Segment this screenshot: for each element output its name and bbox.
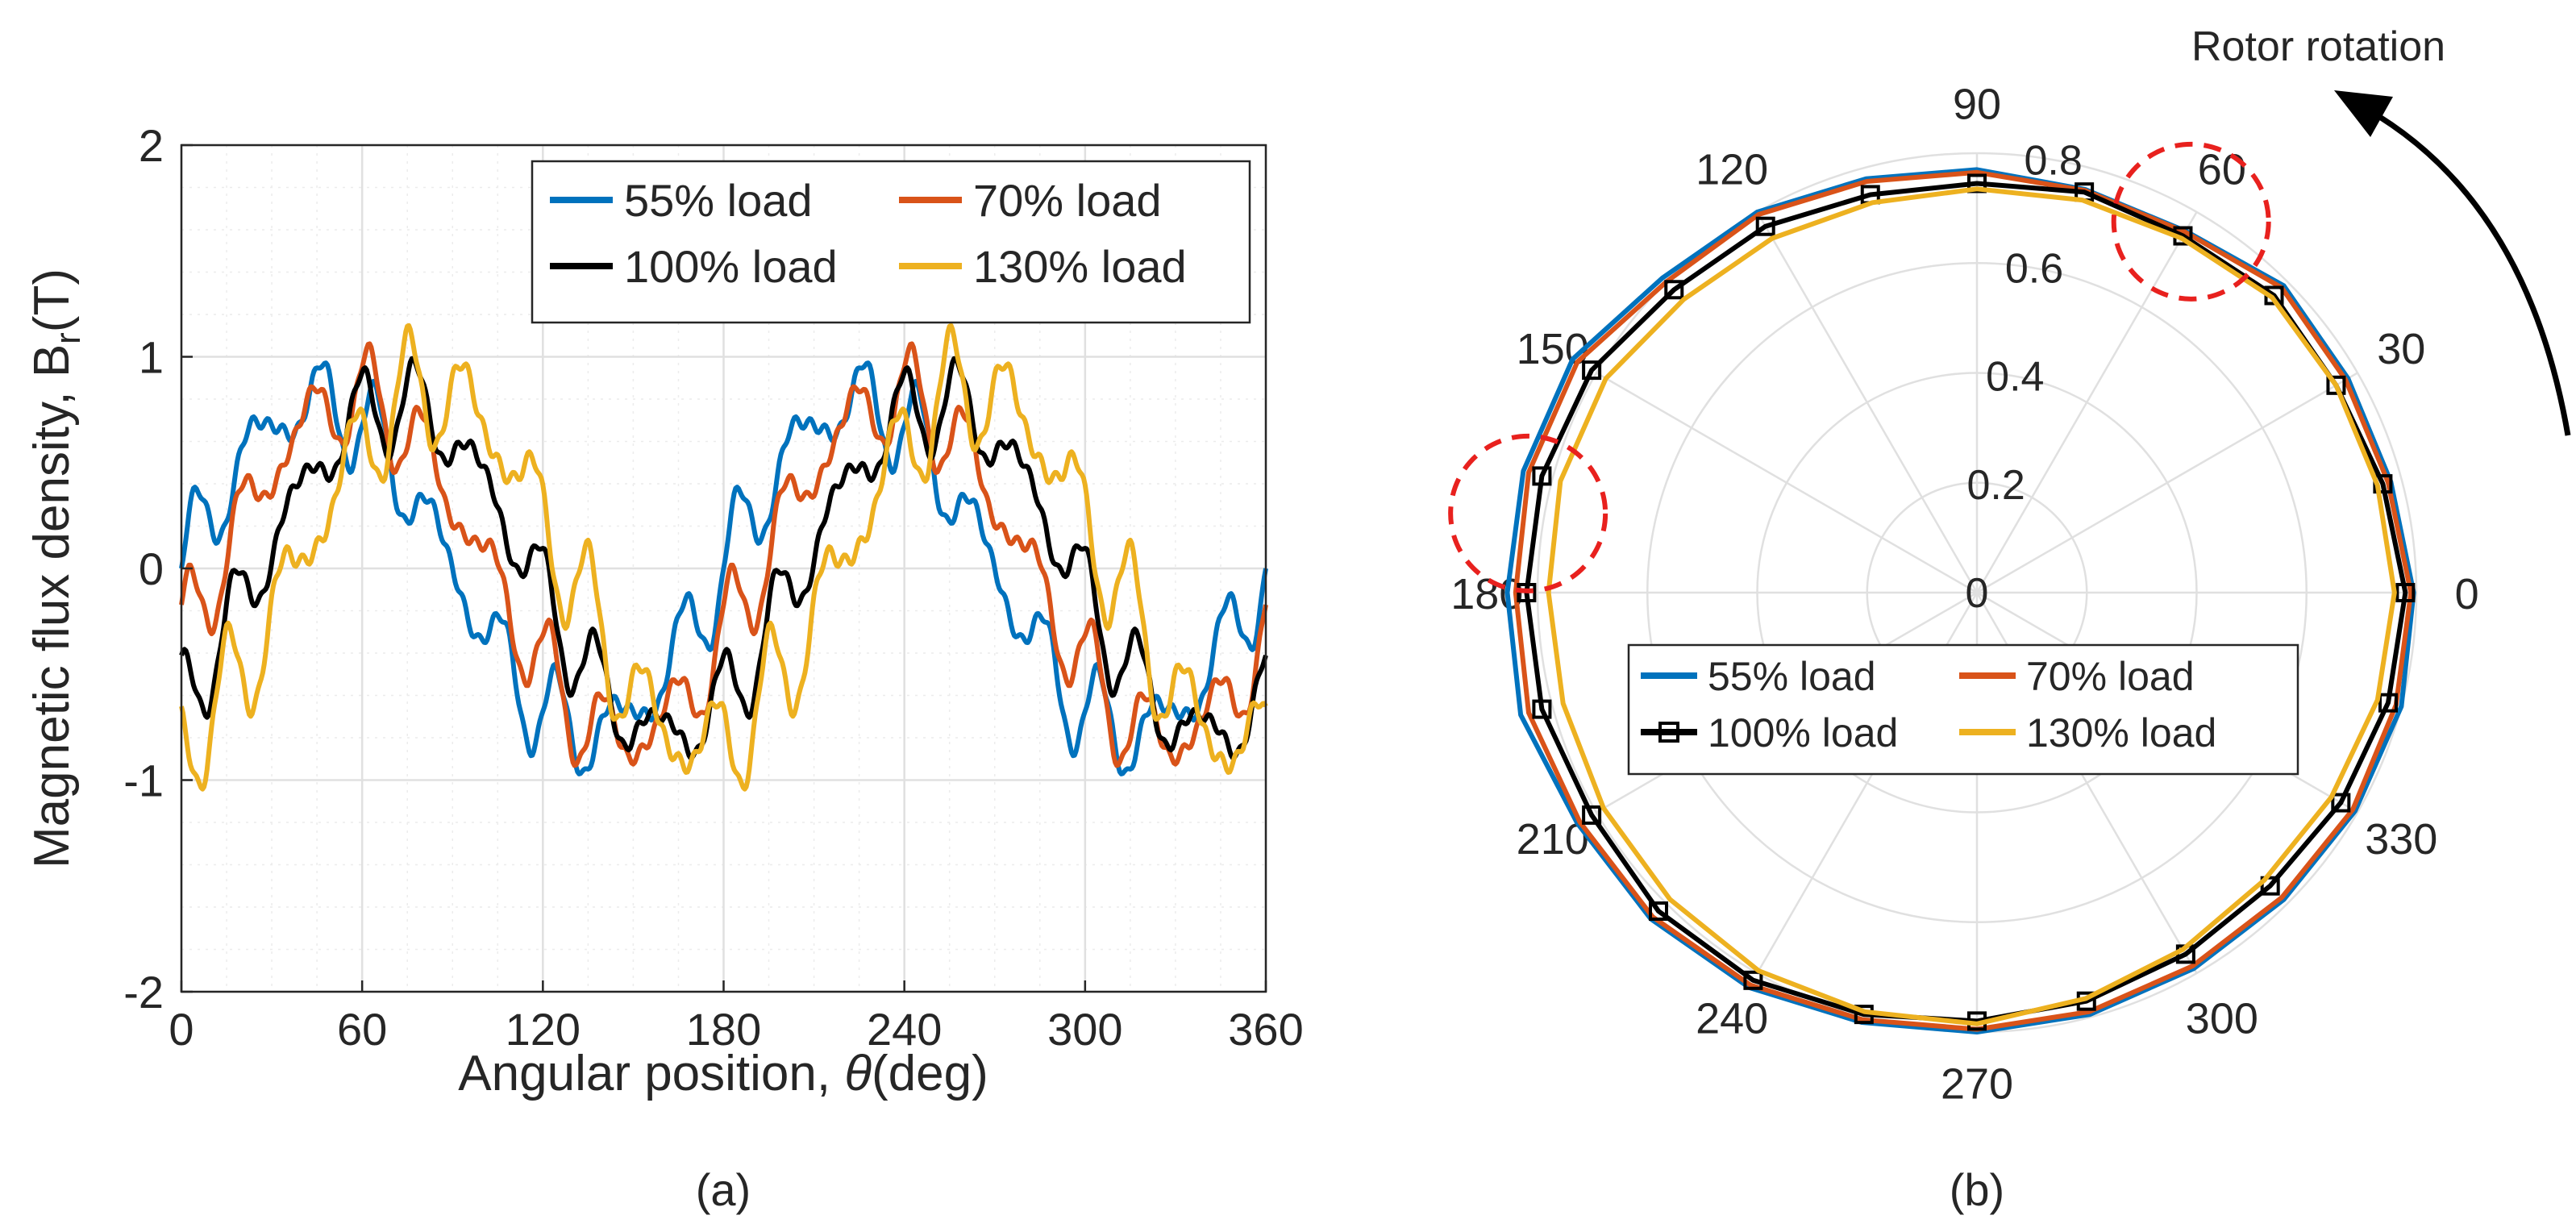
legend-label-100: 100% load: [624, 241, 838, 292]
highlight-circle: [1448, 433, 1608, 593]
x-axis-label-a: Angular position, θ(deg): [458, 1046, 988, 1101]
polar-marker-100-load: [1582, 360, 1602, 381]
y-tick-label-a: 1: [139, 332, 164, 383]
legend-b-label-55: 55% load: [1708, 654, 1876, 699]
legend-b-label-100: 100% load: [1708, 710, 1898, 755]
polar-marker-100-load: [2331, 793, 2351, 813]
rotor-rotation-annotation: Rotor rotation: [2191, 23, 2571, 436]
polar-spoke: [1976, 372, 2358, 594]
angle-tick-label: 270: [1941, 1060, 2013, 1109]
highlight-circles: [1448, 141, 2271, 593]
polar-marker-100-load: [1648, 901, 1668, 922]
legend-a: 55% load 70% load 100% load 130% load: [531, 160, 1251, 324]
radial-tick-label: 0.2: [1967, 462, 2025, 509]
radial-tick-labels: 0 0.2 0.4 0.6 0.8: [1966, 137, 2083, 617]
series-line-100-load: [179, 356, 1268, 760]
polar-marker-100-load: [2395, 583, 2416, 602]
polar-spoke: [1975, 211, 2198, 593]
angle-tick-label: 0: [2455, 570, 2479, 618]
polar-spoke: [1756, 211, 1979, 593]
legend-b-label-130: 130% load: [2026, 710, 2216, 755]
x-tick-label-a: 300: [1047, 1004, 1122, 1055]
angle-tick-label: 30: [2377, 325, 2425, 373]
series-lines-a: [179, 323, 1268, 792]
highlight-circle: [2111, 141, 2271, 302]
legend-b-marker-100: [1658, 722, 1679, 743]
rotor-rotation-label: Rotor rotation: [2191, 23, 2445, 70]
rotor-rotation-arrowhead: [2334, 90, 2393, 137]
polar-chart: 00.20.40.60.8 03060901201501802102402703…: [1448, 23, 2571, 1215]
x-tick-label-a: 0: [169, 1004, 194, 1055]
cartesian-chart: 0 60 120 180 240 300 360 -2 -1 0 1 2 Angular posit…: [24, 120, 1304, 1215]
polar-line-70-load: [1513, 169, 2414, 1032]
legend-box-a: [531, 160, 1251, 324]
y-tick-label-a: 0: [139, 543, 164, 594]
x-tick-label-a: 240: [867, 1004, 942, 1055]
polar-marker-100-load: [2326, 375, 2346, 395]
legend-b-label-70: 70% load: [2026, 654, 2195, 699]
y-tick-label-a: -1: [123, 755, 164, 806]
polar-marker-100-load: [2260, 876, 2280, 896]
y-tick-label-a: -2: [123, 967, 164, 1018]
panel-label-b: (b): [1950, 1164, 2004, 1215]
x-tick-labels-a: 0 60 120 180 240 300 360: [169, 980, 1304, 1055]
angle-tick-label: 300: [2186, 994, 2258, 1043]
polar-marker-100-load: [2378, 693, 2398, 713]
y-axis-label-a: Magnetic flux density, Br(T): [24, 268, 88, 868]
angle-tick-label: 120: [1696, 146, 1768, 194]
rotor-rotation-arrow: [2365, 106, 2571, 436]
angle-tick-label: 240: [1696, 994, 1768, 1043]
angle-tick-label: 330: [2365, 815, 2437, 864]
polar-line-130-load: [1546, 186, 2397, 1026]
polar-marker-100-load: [1743, 970, 1763, 990]
polar-marker-100-load: [1664, 280, 1684, 300]
radial-tick-label: 0.4: [1986, 354, 2044, 401]
polar-marker-100-load: [1755, 216, 1775, 236]
legend-label-70: 70% load: [973, 175, 1162, 226]
angle-tick-label: 60: [2198, 146, 2246, 194]
legend-box-b: [1627, 643, 2299, 776]
radial-tick-label: 0: [1966, 570, 1989, 617]
y-tick-label-a: 2: [139, 120, 164, 171]
polar-marker-100-load: [1582, 805, 1602, 825]
legend-label-130: 130% load: [973, 241, 1187, 292]
radial-tick-label: 0.8: [2024, 137, 2082, 184]
radial-tick-label: 0.6: [2005, 245, 2063, 292]
series-line-130-load: [179, 323, 1268, 792]
legend-label-55: 55% load: [624, 175, 813, 226]
x-tick-label-a: 180: [686, 1004, 761, 1055]
x-tick-label-a: 120: [506, 1004, 581, 1055]
legend-b: 55% load 70% load 100% load 130% load: [1627, 643, 2299, 776]
angle-tick-label: 90: [1953, 80, 2001, 128]
x-tick-label-a: 60: [337, 1004, 387, 1055]
polar-marker-100-load: [1967, 173, 1987, 194]
polar-marker-100-load: [1532, 699, 1552, 719]
series-line-55-load: [179, 360, 1268, 776]
panel-label-a: (a): [696, 1164, 751, 1215]
polar-spoke: [1596, 372, 1978, 594]
angle-tick-label: 180: [1450, 570, 1523, 618]
polar-series: [1504, 167, 2416, 1034]
y-tick-labels-a: -2 -1 0 1 2: [123, 120, 193, 1018]
polar-marker-100-load: [1532, 466, 1552, 486]
x-tick-label-a: 360: [1228, 1004, 1303, 1055]
